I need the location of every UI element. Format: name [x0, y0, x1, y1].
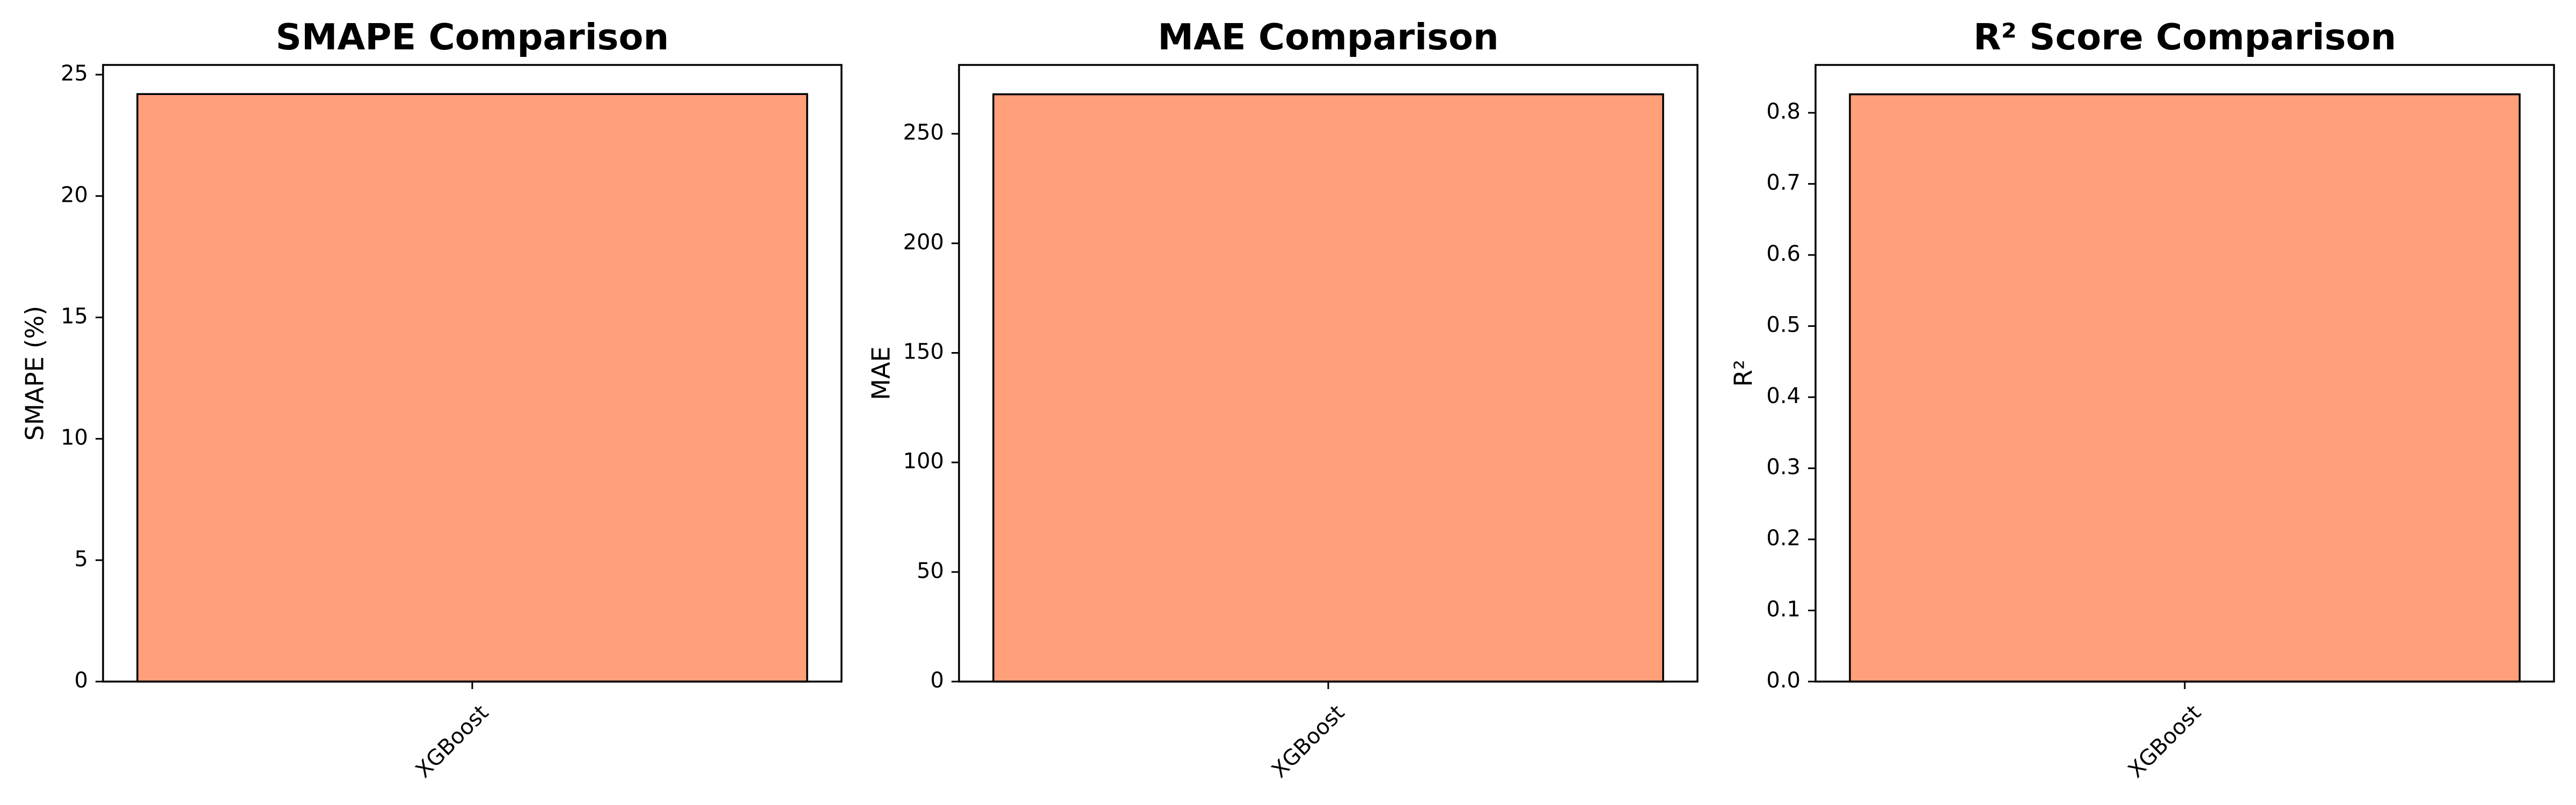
smape-ytick-label: 10 [61, 426, 88, 450]
r2-chart: 0.0 0.1 0.2 0.3 0.4 0.5 0.6 0.7 0.8 XGBoost R² Sco… [1729, 16, 2555, 783]
r2-xtick-label: XGBoost [2124, 700, 2206, 783]
smape-y-axis-label: SMAPE (%) [20, 306, 49, 441]
r2-bar-xgboost [1849, 93, 2521, 683]
mae-ytick-label: 0 [931, 668, 944, 693]
mae-chart-title: MAE Comparison [1158, 16, 1498, 58]
mae-xtick-label: XGBoost [1267, 700, 1350, 783]
smape-ytick-label: 20 [61, 182, 88, 207]
smape-chart-title: SMAPE Comparison [276, 16, 669, 58]
r2-ytick-label: 0.5 [1766, 313, 1801, 338]
mae-ytick-label: 150 [903, 340, 944, 364]
smape-ytick-label: 5 [75, 547, 88, 572]
r2-ytick-label: 0.2 [1766, 526, 1801, 551]
smape-xtick-label: XGBoost [411, 700, 494, 783]
r2-ytick-label: 0.3 [1766, 455, 1801, 480]
r2-y-axis-label: R² [1729, 360, 1758, 386]
r2-ytick-label: 0.4 [1766, 384, 1801, 408]
r2-ytick-label: 0.6 [1766, 241, 1801, 266]
mae-ytick-label: 50 [917, 559, 944, 583]
mae-ytick-label: 250 [903, 120, 944, 145]
r2-ytick-label: 0.7 [1766, 171, 1801, 195]
r2-ytick-label: 0.1 [1766, 597, 1801, 622]
mae-chart: 0 50 100 150 200 250 XGBoost MAE Comparison MAE [867, 16, 1699, 783]
smape-ytick-label: 15 [61, 304, 88, 328]
smape-chart: 0 5 10 15 20 25 XGBoost SMAPE Comparison SMAPE (… [20, 16, 843, 783]
mae-ytick-label: 100 [903, 449, 944, 474]
r2-ytick-label: 0.0 [1766, 668, 1801, 693]
mae-ytick-label: 200 [903, 230, 944, 254]
r2-chart-title: R² Score Comparison [1973, 16, 2396, 58]
mae-bar-xgboost [992, 93, 1664, 683]
smape-ytick-label: 0 [75, 668, 88, 693]
smape-ytick-label: 25 [61, 61, 88, 86]
smape-bar-xgboost [136, 93, 808, 683]
mae-y-axis-label: MAE [867, 346, 896, 400]
r2-ytick-label: 0.8 [1766, 99, 1801, 124]
